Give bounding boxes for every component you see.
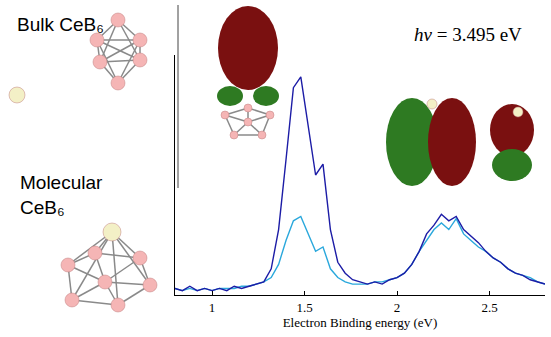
svg-text:hν = 3.495 eV: hν = 3.495 eV xyxy=(414,24,522,45)
svg-text:MolecularCeB₆: MolecularCeB₆ xyxy=(20,172,103,218)
svg-text:2.5: 2.5 xyxy=(481,300,497,315)
svg-text:2: 2 xyxy=(394,300,401,315)
svg-text:1.5: 1.5 xyxy=(296,300,312,315)
svg-text:Electron Binding energy (eV): Electron Binding energy (eV) xyxy=(283,315,438,330)
svg-text:1: 1 xyxy=(209,300,216,315)
svg-text:Bulk CeB₆: Bulk CeB₆ xyxy=(17,14,104,35)
